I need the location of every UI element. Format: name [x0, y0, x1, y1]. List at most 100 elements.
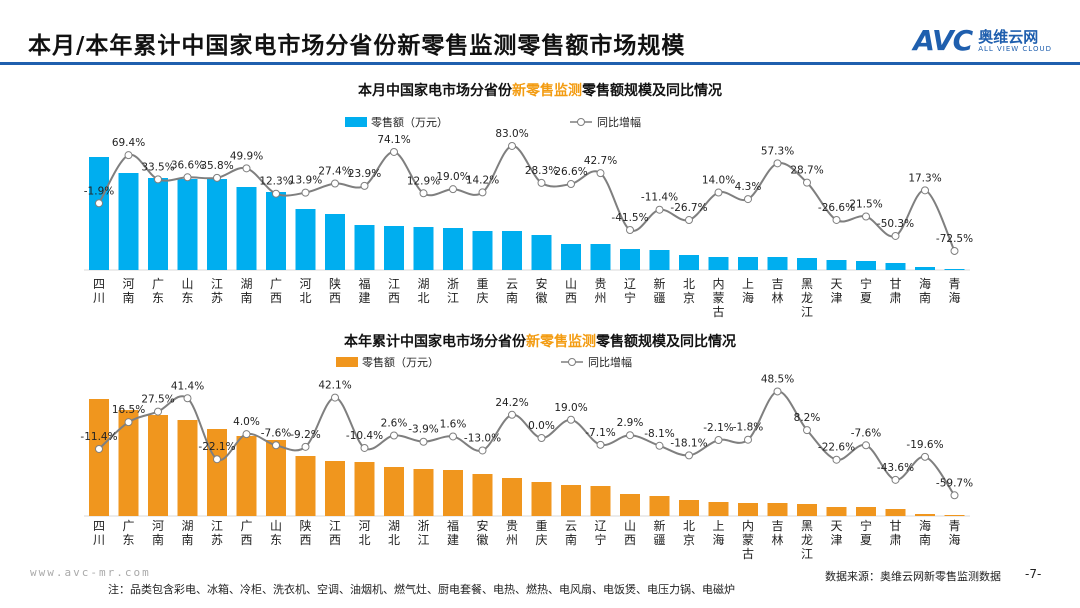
- growth-point: [183, 173, 192, 182]
- growth-data-label: -43.6%: [877, 462, 914, 474]
- category-label-char: 云: [565, 519, 577, 533]
- category-label-char: 南: [565, 532, 577, 547]
- category-label-char: 西: [329, 533, 341, 547]
- growth-data-label: 33.5%: [141, 161, 174, 173]
- category-label: 黑龙江: [801, 519, 813, 561]
- bar-天津: [826, 260, 847, 270]
- category-label-char: 建: [447, 533, 459, 547]
- category-label: 内蒙古: [712, 277, 724, 319]
- growth-data-label: 28.7%: [790, 165, 823, 177]
- bar-海南: [915, 267, 935, 270]
- category-label-char: 河: [122, 277, 134, 291]
- bar-江西: [325, 461, 345, 516]
- bar-江西: [384, 226, 404, 270]
- category-label-char: 云: [506, 277, 518, 291]
- bar-新疆: [649, 496, 670, 516]
- growth-point: [419, 437, 428, 446]
- category-label: 青海: [948, 277, 960, 305]
- category-label: 甘肃: [889, 519, 901, 547]
- header-divider: [0, 62, 1080, 65]
- category-label: 湖北: [388, 518, 400, 547]
- category-label: 福建: [447, 518, 459, 547]
- bar-青海: [944, 515, 965, 516]
- category-label-char: 天: [830, 277, 842, 291]
- growth-data-label: -1.8%: [733, 422, 763, 434]
- category-label-char: 安: [476, 518, 488, 533]
- category-label-char: 宁: [860, 518, 872, 533]
- category-label-char: 林: [771, 291, 783, 305]
- growth-data-label: 24.2%: [495, 397, 528, 409]
- category-label-char: 宁: [860, 276, 872, 291]
- category-label: 广西: [240, 519, 252, 547]
- category-label-char: 建: [358, 291, 370, 305]
- category-label: 山东: [181, 277, 193, 305]
- growth-data-label: 35.8%: [200, 160, 233, 172]
- category-label: 北京: [683, 277, 695, 305]
- bar-广西: [266, 192, 286, 270]
- growth-data-label: -9.2%: [290, 429, 320, 441]
- avc-logo: AVC 奥维云网 ALL VIEW CLOUD: [913, 24, 1052, 57]
- category-label-char: 海: [948, 290, 960, 305]
- growth-point: [478, 188, 487, 197]
- category-label-char: 西: [624, 533, 636, 547]
- bar-四川: [89, 157, 109, 270]
- category-label-char: 疆: [653, 533, 665, 547]
- growth-data-label: 12.3%: [259, 176, 292, 188]
- growth-point: [891, 231, 900, 240]
- growth-data-label: 83.0%: [495, 128, 528, 140]
- category-label-char: 河: [152, 519, 164, 533]
- category-label-char: 山: [624, 519, 636, 533]
- growth-point: [862, 441, 870, 450]
- category-label: 湖北: [417, 276, 429, 305]
- category-label-char: 西: [329, 291, 341, 305]
- growth-point: [773, 159, 782, 168]
- growth-data-label: 21.5%: [849, 199, 882, 211]
- bar-河南: [148, 415, 168, 516]
- category-label: 江苏: [211, 277, 223, 305]
- bar-辽宁: [620, 249, 640, 270]
- growth-data-label: 2.9%: [617, 417, 644, 429]
- category-label-char: 重: [476, 277, 488, 291]
- growth-point: [360, 181, 369, 190]
- growth-data-label: 27.5%: [141, 394, 174, 406]
- growth-point: [272, 189, 280, 198]
- category-label-char: 东: [152, 291, 164, 305]
- category-label: 新疆: [653, 276, 665, 305]
- growth-point: [301, 188, 310, 197]
- category-label: 海南: [919, 276, 931, 305]
- growth-data-label: 57.3%: [761, 145, 794, 157]
- growth-data-label: -7.1%: [585, 427, 615, 439]
- growth-data-label: -18.1%: [670, 437, 707, 449]
- category-label-char: 江: [211, 277, 223, 291]
- category-label: 海南: [919, 518, 931, 547]
- growth-point: [891, 475, 900, 484]
- growth-point: [567, 415, 575, 424]
- category-label-char: 西: [565, 291, 577, 305]
- category-label: 浙江: [417, 519, 429, 547]
- growth-data-label: 13.9%: [289, 175, 322, 187]
- bar-重庆: [472, 231, 493, 270]
- growth-point: [95, 444, 103, 453]
- growth-point: [626, 431, 634, 440]
- logo-en: ALL VIEW CLOUD: [978, 44, 1052, 53]
- category-label-char: 龙: [801, 291, 813, 305]
- growth-point: [360, 443, 369, 452]
- bar-广西: [236, 436, 257, 516]
- category-label-char: 肃: [889, 533, 901, 547]
- growth-point: [803, 426, 811, 435]
- category-label: 陕西: [329, 276, 341, 305]
- category-label-char: 北: [358, 533, 370, 547]
- growth-point: [685, 451, 693, 460]
- category-label: 湖南: [240, 276, 252, 305]
- category-label: 四川: [93, 277, 105, 305]
- category-label: 云南: [565, 519, 577, 547]
- bar-四川: [89, 399, 109, 516]
- growth-data-label: 36.6%: [171, 159, 204, 171]
- category-label: 四川: [93, 519, 105, 547]
- category-label: 甘肃: [889, 277, 901, 305]
- category-label-char: 蒙: [712, 291, 724, 305]
- category-label-char: 江: [388, 277, 400, 291]
- growth-data-label: 69.4%: [112, 137, 145, 149]
- category-label: 河北: [358, 519, 370, 547]
